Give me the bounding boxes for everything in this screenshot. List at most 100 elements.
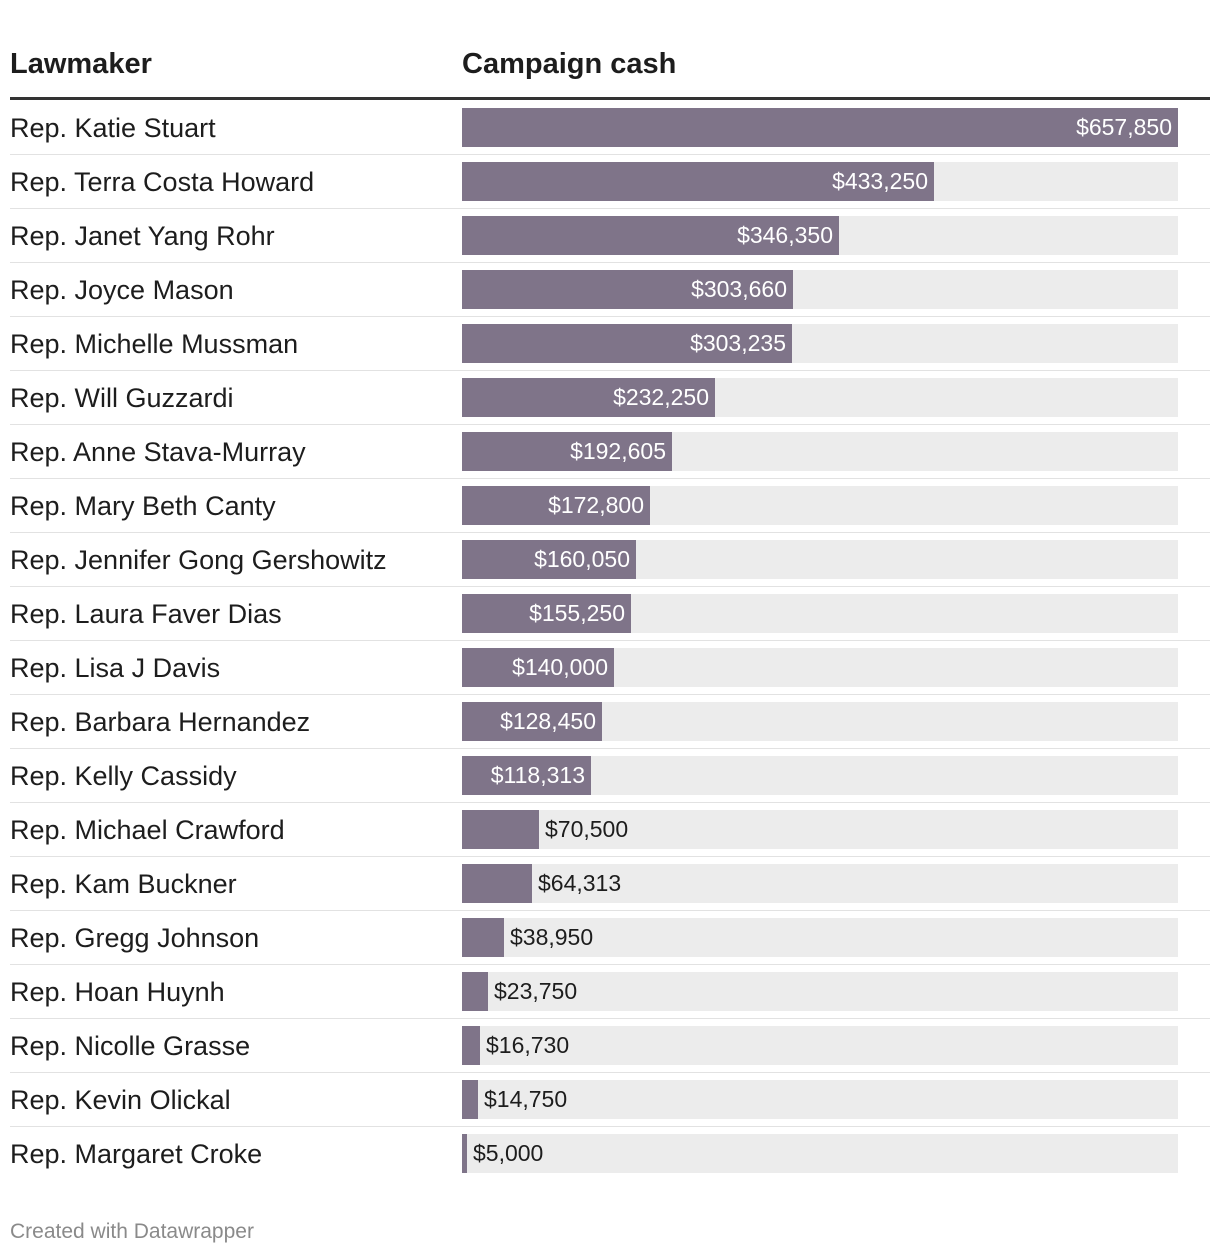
footer-credit[interactable]: Created with Datawrapper [10, 1220, 254, 1243]
table-row: Rep. Terra Costa Howard $433,250 [10, 155, 1210, 209]
bar[interactable] [462, 810, 539, 849]
bar-track: $192,605 [462, 432, 1178, 471]
bar[interactable] [462, 972, 488, 1011]
table-row: Rep. Margaret Croke $5,000 [10, 1127, 1210, 1181]
bar-value-label: $64,313 [538, 870, 622, 896]
bar[interactable] [462, 864, 532, 903]
lawmaker-name: Rep. Jennifer Gong Gershowitz [10, 545, 387, 575]
bar-track: $38,950 [462, 918, 1178, 957]
bar-value-label: $38,950 [510, 924, 594, 950]
table-row: Rep. Nicolle Grasse $16,730 [10, 1019, 1210, 1073]
bar-track: $160,050 [462, 540, 1178, 579]
bar-value-label: $346,350 [737, 222, 833, 248]
bar-track: $23,750 [462, 972, 1178, 1011]
column-header-campaign-cash[interactable]: Campaign cash [462, 48, 677, 80]
bar-track: $118,313 [462, 756, 1178, 795]
bar-value-label: $303,235 [690, 330, 786, 356]
bar[interactable] [462, 486, 650, 525]
lawmaker-name: Rep. Hoan Huynh [10, 977, 225, 1007]
bar[interactable] [462, 432, 672, 471]
table-row: Rep. Katie Stuart $657,850 [10, 101, 1210, 155]
lawmaker-name: Rep. Margaret Croke [10, 1139, 263, 1169]
lawmaker-name: Rep. Nicolle Grasse [10, 1031, 251, 1061]
bar-track: $14,750 [462, 1080, 1178, 1119]
lawmaker-name: Rep. Michael Crawford [10, 815, 285, 845]
bar-track: $70,500 [462, 810, 1178, 849]
bar-track: $657,850 [462, 108, 1178, 147]
bar[interactable] [462, 108, 1178, 147]
bar-value-label: $70,500 [545, 816, 629, 842]
lawmaker-name: Rep. Michelle Mussman [10, 329, 299, 359]
lawmaker-name: Rep. Barbara Hernandez [10, 707, 311, 737]
table-row: Rep. Laura Faver Dias $155,250 [10, 587, 1210, 641]
bar-value-label: $23,750 [494, 978, 578, 1004]
bar[interactable] [462, 648, 614, 687]
table-header: Lawmaker Campaign cash [10, 40, 1210, 100]
bar-track: $346,350 [462, 216, 1178, 255]
lawmaker-name: Rep. Laura Faver Dias [10, 599, 282, 629]
bar-track: $140,000 [462, 648, 1178, 687]
bar-value-label: $16,730 [486, 1032, 570, 1058]
table-row: Rep. Janet Yang Rohr $346,350 [10, 209, 1210, 263]
lawmaker-name: Rep. Janet Yang Rohr [10, 221, 275, 251]
lawmaker-name: Rep. Gregg Johnson [10, 923, 260, 953]
bar-track: $232,250 [462, 378, 1178, 417]
bar-value-label: $160,050 [534, 546, 630, 572]
table-row: Rep. Jennifer Gong Gershowitz $160,050 [10, 533, 1210, 587]
table-row: Rep. Michael Crawford $70,500 [10, 803, 1210, 857]
table-row: Rep. Michelle Mussman $303,235 [10, 317, 1210, 371]
lawmaker-name: Rep. Joyce Mason [10, 275, 234, 305]
bar[interactable] [462, 216, 839, 255]
bar-value-label: $657,850 [1076, 114, 1172, 140]
lawmaker-name: Rep. Lisa J Davis [10, 653, 221, 683]
bar[interactable] [462, 378, 715, 417]
bar[interactable] [462, 1080, 478, 1119]
lawmaker-name: Rep. Will Guzzardi [10, 383, 234, 413]
bar[interactable] [462, 162, 934, 201]
bar[interactable] [462, 270, 793, 309]
lawmaker-name: Rep. Kelly Cassidy [10, 761, 237, 791]
table-row: Rep. Lisa J Davis $140,000 [10, 641, 1210, 695]
table-row: Rep. Will Guzzardi $232,250 [10, 371, 1210, 425]
bar-value-label: $433,250 [832, 168, 928, 194]
bar-track: $303,235 [462, 324, 1178, 363]
bar[interactable] [462, 702, 602, 741]
bar-value-label: $128,450 [500, 708, 596, 734]
lawmaker-name: Rep. Kam Buckner [10, 869, 237, 899]
bar-value-label: $155,250 [529, 600, 625, 626]
bar-track: $172,800 [462, 486, 1178, 525]
table-row: Rep. Kelly Cassidy $118,313 [10, 749, 1210, 803]
bar-value-label: $14,750 [484, 1086, 568, 1112]
bar-value-label: $192,605 [570, 438, 666, 464]
bar-value-label: $303,660 [691, 276, 787, 302]
lawmaker-name: Rep. Katie Stuart [10, 113, 216, 143]
column-header-lawmaker[interactable]: Lawmaker [10, 48, 152, 80]
table-row: Rep. Hoan Huynh $23,750 [10, 965, 1210, 1019]
bar-track: $5,000 [462, 1134, 1178, 1173]
lawmaker-name: Rep. Kevin Olickal [10, 1085, 231, 1115]
bar[interactable] [462, 756, 591, 795]
bar-track: $303,660 [462, 270, 1178, 309]
bar-value-label: $5,000 [473, 1140, 544, 1166]
lawmaker-name: Rep. Mary Beth Canty [10, 491, 276, 521]
bar-track: $16,730 [462, 1026, 1178, 1065]
lawmaker-name: Rep. Anne Stava-Murray [10, 437, 306, 467]
bar[interactable] [462, 918, 504, 957]
table-row: Rep. Barbara Hernandez $128,450 [10, 695, 1210, 749]
table-row: Rep. Anne Stava-Murray $192,605 [10, 425, 1210, 479]
bar-value-label: $140,000 [512, 654, 608, 680]
bar[interactable] [462, 594, 631, 633]
table-row: Rep. Kam Buckner $64,313 [10, 857, 1210, 911]
lawmaker-name: Rep. Terra Costa Howard [10, 167, 315, 197]
bar-value-label: $232,250 [613, 384, 709, 410]
bar-track: $155,250 [462, 594, 1178, 633]
bar[interactable] [462, 540, 636, 579]
bar-track: $433,250 [462, 162, 1178, 201]
bar[interactable] [462, 1026, 480, 1065]
bar[interactable] [462, 324, 792, 363]
table-row: Rep. Mary Beth Canty $172,800 [10, 479, 1210, 533]
bar[interactable] [462, 1134, 467, 1173]
bar-table: Rep. Katie Stuart $657,850 Rep. Terra Cost… [10, 101, 1210, 1181]
bar-track: $64,313 [462, 864, 1178, 903]
bar-track: $128,450 [462, 702, 1178, 741]
